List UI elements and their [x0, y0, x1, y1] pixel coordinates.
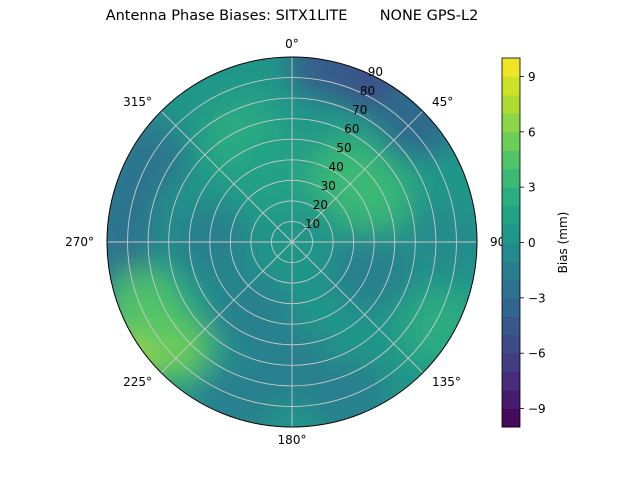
- colorbar-level: [502, 408, 520, 428]
- field-feature: [289, 57, 358, 98]
- colorbar-level: [502, 187, 520, 207]
- colorbar-level: [502, 353, 520, 373]
- r-tick-label: 70: [352, 103, 367, 117]
- colorbar-label: Bias (mm): [556, 212, 570, 274]
- angular-gridline: [160, 110, 293, 243]
- theta-tick-label: 270°: [65, 235, 94, 249]
- colorbar-level: [502, 371, 520, 391]
- r-tick-label: 80: [360, 84, 375, 98]
- colorbar-level: [502, 131, 520, 151]
- angular-gridline: [291, 110, 424, 243]
- r-tick-label: 60: [344, 122, 359, 136]
- field-feature: [107, 267, 186, 348]
- theta-tick-label: 315°: [123, 95, 152, 109]
- colorbar-level: [502, 113, 520, 133]
- r-tick-label: 40: [328, 160, 343, 174]
- theta-tick-label: 0°: [285, 37, 299, 51]
- angular-gridline: [160, 241, 293, 374]
- theta-tick-label: 135°: [432, 375, 461, 389]
- chart-title: Antenna Phase Biases: SITX1LITE NONE GPS…: [105, 8, 479, 24]
- r-tick-label: 50: [336, 141, 351, 155]
- r-tick-label: 90: [368, 65, 383, 79]
- colorbar-level: [502, 390, 520, 410]
- polar-grid: [106, 56, 478, 428]
- colorbar-tick-label: 0: [528, 236, 536, 250]
- field-feature: [107, 117, 187, 198]
- angular-gridline: [291, 241, 424, 374]
- field-feature: [332, 155, 413, 236]
- colorbar-level: [502, 150, 520, 170]
- colorbar-level: [502, 242, 520, 262]
- colorbar-tick-label: −6: [528, 347, 546, 361]
- colorbar-level: [502, 76, 520, 96]
- colorbar-level: [502, 224, 520, 243]
- r-tick-label: 10: [305, 217, 320, 231]
- colorbar-level: [502, 94, 520, 114]
- field-feature: [309, 360, 390, 427]
- colorbar-level: [502, 205, 520, 225]
- r-tick-label: 30: [321, 179, 336, 193]
- colorbar-tick-label: −3: [528, 291, 546, 305]
- colorbar-level: [502, 316, 520, 336]
- colorbar-tick-label: 9: [528, 70, 536, 84]
- colorbar-level: [502, 334, 520, 354]
- colorbar: −9 −6 −3 0 3 6 9 Bias (mm): [501, 57, 570, 428]
- theta-tick-label: 225°: [123, 375, 152, 389]
- theta-tick-label: 180°: [278, 433, 307, 447]
- colorbar-level: [502, 297, 520, 317]
- colorbar-level: [502, 279, 520, 299]
- colorbar-tick-label: 6: [528, 125, 536, 139]
- field-feature: [233, 132, 314, 213]
- colorbar-tick-label: −9: [528, 402, 546, 416]
- field-feature: [194, 360, 275, 427]
- r-tick-label: 20: [313, 198, 328, 212]
- colorbar-level: [502, 168, 520, 188]
- polar-frame: [106, 56, 478, 428]
- colorbar-level: [502, 58, 520, 77]
- colorbar-level: [502, 260, 520, 280]
- field-feature: [401, 288, 477, 369]
- theta-tick-label: 45°: [432, 95, 453, 109]
- colorbar-tick-label: 3: [528, 181, 536, 195]
